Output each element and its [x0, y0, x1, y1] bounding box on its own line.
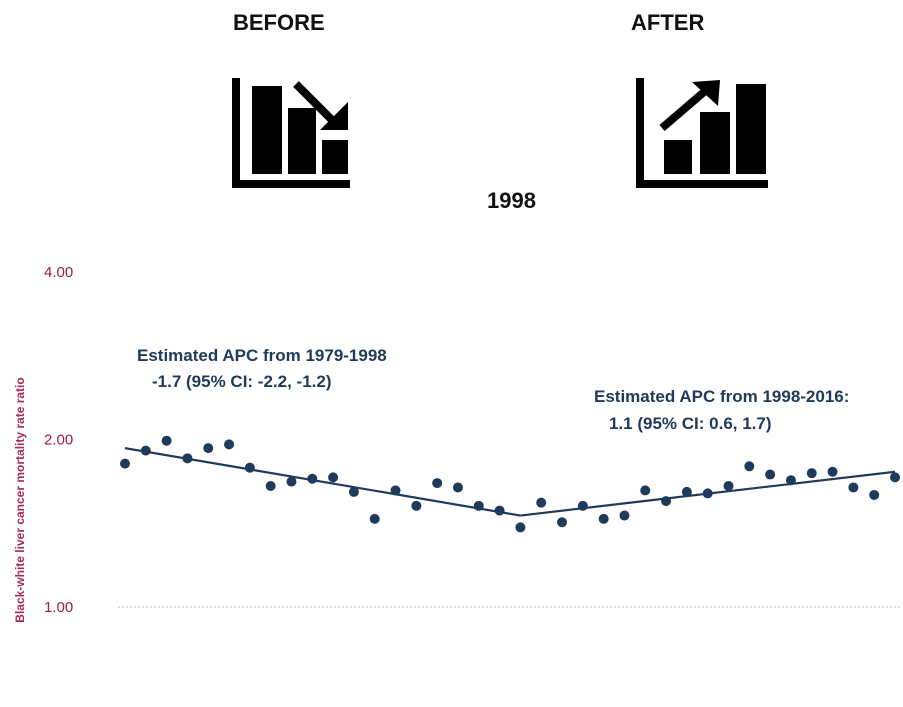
data-point	[286, 477, 296, 487]
data-point	[411, 501, 421, 511]
y-tick-label: 1.00	[44, 599, 73, 616]
data-point	[349, 487, 359, 497]
data-point	[120, 459, 130, 469]
data-point	[515, 522, 525, 532]
data-point	[182, 453, 192, 463]
data-point	[828, 467, 838, 477]
data-point	[703, 488, 713, 498]
data-point	[890, 472, 900, 482]
data-point	[765, 470, 775, 480]
data-point	[619, 511, 629, 521]
y-tick-label: 2.00	[44, 432, 73, 449]
apc-annotation-line: Estimated APC from 1979-1998	[137, 346, 387, 365]
data-point	[266, 481, 276, 491]
data-point	[848, 482, 858, 492]
data-point	[599, 514, 609, 524]
data-point	[453, 482, 463, 492]
y-axis-label: Black-white liver cancer mortality rate …	[13, 377, 27, 622]
data-point	[724, 481, 734, 491]
data-point	[224, 439, 234, 449]
data-point	[661, 496, 671, 506]
data-point	[391, 485, 401, 495]
data-point	[495, 506, 505, 516]
data-point	[578, 501, 588, 511]
data-point	[682, 487, 692, 497]
data-point	[640, 485, 650, 495]
data-point	[307, 474, 317, 484]
data-point	[786, 475, 796, 485]
apc-annotation-line: -1.7 (95% CI: -2.2, -1.2)	[152, 372, 332, 391]
data-point	[370, 514, 380, 524]
data-point	[203, 443, 213, 453]
y-tick-label: 4.00	[44, 264, 73, 281]
data-point	[245, 463, 255, 473]
data-point	[432, 478, 442, 488]
data-point	[162, 436, 172, 446]
apc-annotation-line: Estimated APC from 1998-2016:	[594, 387, 849, 406]
data-point	[474, 501, 484, 511]
apc-annotation-line: 1.1 (95% CI: 0.6, 1.7)	[609, 414, 772, 433]
data-point	[328, 472, 338, 482]
data-point	[557, 517, 567, 527]
data-point	[807, 468, 817, 478]
data-point	[536, 498, 546, 508]
data-point	[744, 461, 754, 471]
data-point	[141, 446, 151, 456]
data-point	[869, 490, 879, 500]
